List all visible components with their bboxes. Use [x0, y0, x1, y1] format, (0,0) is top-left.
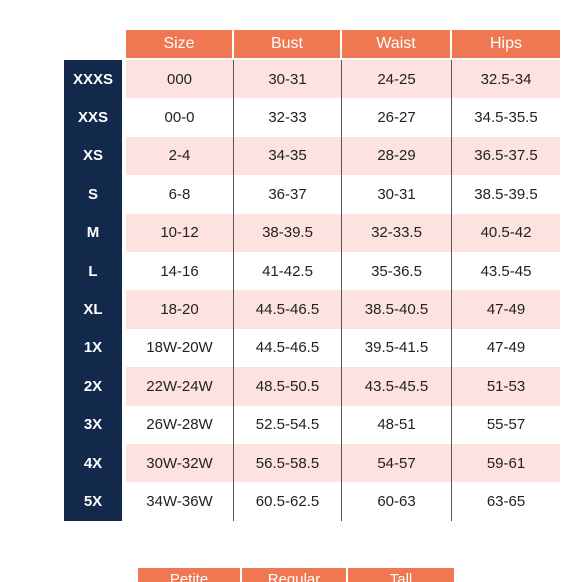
cell-size: 000 — [126, 60, 234, 99]
cell-waist: 28-29 — [342, 136, 452, 176]
header-bust: Bust — [234, 30, 342, 58]
table-row: 30W-32W 56.5-58.5 54-57 59-61 — [126, 443, 560, 483]
size-label: XL — [83, 301, 103, 319]
cell-bust: 44.5-46.5 — [234, 290, 342, 329]
table-row: 14-16 41-42.5 35-36.5 43.5-45 — [126, 251, 560, 291]
header-regular: Regular — [242, 568, 348, 582]
table-row: 18-20 44.5-46.5 38.5-40.5 47-49 — [126, 290, 560, 329]
cell-size: 14-16 — [126, 251, 234, 291]
cell-size: 18W-20W — [126, 328, 234, 368]
cell-size: 2-4 — [126, 136, 234, 176]
cell-hips: 34.5-35.5 — [474, 109, 538, 127]
size-chart-header: Size Bust Waist Hips — [126, 30, 560, 58]
cell-bust: 44.5-46.5 — [234, 328, 342, 368]
cell-hips: 38.5-39.5 — [474, 185, 538, 203]
size-label: L — [88, 262, 98, 280]
cell-waist: 43.5-45.5 — [342, 367, 452, 406]
cell-size: 6-8 — [126, 175, 234, 214]
header-hips: Hips — [452, 30, 560, 58]
cell-bust: 48.5-50.5 — [234, 367, 342, 406]
size-label: 5X — [83, 493, 103, 511]
cell-waist: 38.5-40.5 — [342, 290, 452, 329]
cell-waist: 30-31 — [342, 175, 452, 214]
size-label: M — [86, 224, 100, 242]
size-chart-body: 000 30-31 24-25 32.5-34 00-0 32-33 26-27 34.5-3… — [126, 60, 560, 521]
size-label: XXS — [77, 109, 108, 127]
cell-hips: 36.5-37.5 — [474, 147, 538, 165]
header-petite: Petite — [138, 568, 242, 582]
cell-bust: 56.5-58.5 — [234, 443, 342, 483]
header-waist: Waist — [342, 30, 452, 58]
cell-waist: 35-36.5 — [342, 251, 452, 291]
length-chart-header: Petite Regular Tall — [138, 568, 454, 582]
cell-waist: 54-57 — [342, 443, 452, 483]
cell-waist: 32-33.5 — [342, 213, 452, 252]
table-row: 00-0 32-33 26-27 34.5-35.5 — [126, 98, 560, 137]
cell-waist: 26-27 — [342, 98, 452, 137]
cell-hips: 47-49 — [486, 301, 526, 319]
cell-size: 34W-36W — [126, 482, 234, 521]
size-label: XXXS — [72, 70, 114, 88]
cell-size: 30W-32W — [126, 443, 234, 483]
size-label: 3X — [83, 416, 103, 434]
table-row: 10-12 38-39.5 32-33.5 40.5-42 — [126, 213, 560, 252]
cell-size: 26W-28W — [126, 405, 234, 444]
cell-hips: 32.5-34 — [480, 70, 532, 88]
cell-hips: 51-53 — [486, 377, 526, 395]
cell-bust: 36-37 — [234, 175, 342, 214]
cell-waist: 39.5-41.5 — [342, 328, 452, 368]
cell-size: 22W-24W — [126, 367, 234, 406]
table-row: 22W-24W 48.5-50.5 43.5-45.5 51-53 — [126, 367, 560, 406]
header-tall: Tall — [348, 568, 454, 582]
header-size: Size — [126, 30, 234, 58]
cell-bust: 32-33 — [234, 98, 342, 137]
size-label: XS — [82, 147, 103, 165]
cell-hips: 47-49 — [486, 339, 526, 357]
cell-waist: 48-51 — [342, 405, 452, 444]
table-row: 26W-28W 52.5-54.5 48-51 55-57 — [126, 405, 560, 444]
cell-bust: 38-39.5 — [234, 213, 342, 252]
cell-waist: 24-25 — [342, 60, 452, 99]
cell-waist: 60-63 — [342, 482, 452, 521]
cell-bust: 41-42.5 — [234, 251, 342, 291]
cell-hips: 40.5-42 — [480, 224, 532, 242]
table-row: 6-8 36-37 30-31 38.5-39.5 — [126, 175, 560, 214]
table-row: 000 30-31 24-25 32.5-34 — [126, 60, 560, 99]
size-label: 2X — [83, 377, 103, 395]
size-label: S — [87, 185, 98, 203]
cell-size: 00-0 — [126, 98, 234, 137]
table-row: 18W-20W 44.5-46.5 39.5-41.5 47-49 — [126, 328, 560, 368]
size-label: 1X — [83, 339, 103, 357]
cell-bust: 30-31 — [234, 60, 342, 99]
cell-bust: 60.5-62.5 — [234, 482, 342, 521]
cell-hips: 63-65 — [486, 492, 526, 510]
table-row: 2-4 34-35 28-29 36.5-37.5 — [126, 136, 560, 176]
cell-bust: 34-35 — [234, 136, 342, 176]
cell-hips: 55-57 — [486, 416, 526, 434]
cell-bust: 52.5-54.5 — [234, 405, 342, 444]
cell-hips: 59-61 — [486, 454, 526, 472]
cell-hips: 43.5-45 — [480, 262, 532, 280]
cell-size: 10-12 — [126, 213, 234, 252]
table-row: 34W-36W 60.5-62.5 60-63 63-65 — [126, 482, 560, 521]
cell-size: 18-20 — [126, 290, 234, 329]
size-label-column: XXXS XXS XS S M L XL 1X 2X 3X 4X 5X — [64, 60, 122, 521]
size-label: 4X — [83, 454, 103, 472]
